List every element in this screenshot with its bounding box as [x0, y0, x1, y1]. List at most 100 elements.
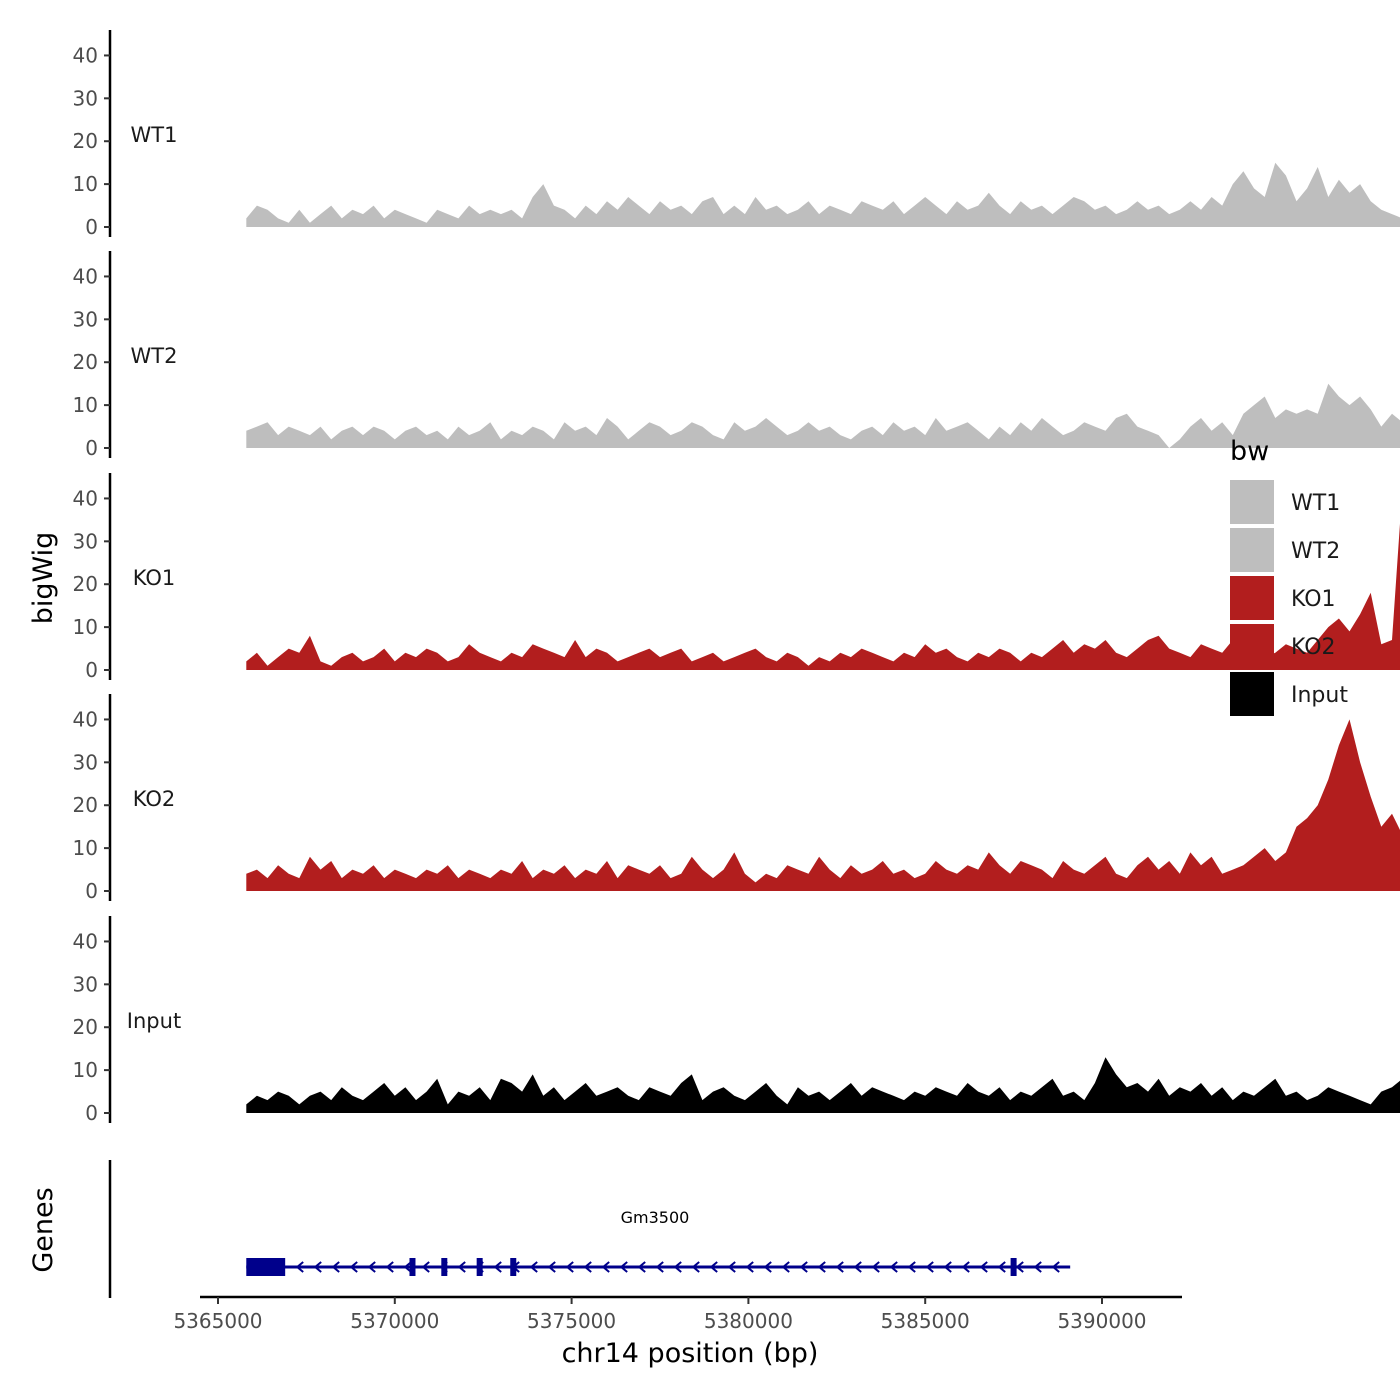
strand-arrow	[349, 1261, 358, 1273]
legend-label-wt2: WT2	[1291, 539, 1340, 564]
y-tick-label: 20	[73, 129, 98, 153]
legend-swatch-ko1	[1230, 576, 1274, 620]
y-tick-label: 0	[85, 879, 98, 903]
strand-arrow	[457, 1261, 466, 1273]
y-tick-label: 30	[73, 86, 98, 110]
y-tick-label: 20	[73, 793, 98, 817]
strand-arrow	[529, 1261, 538, 1273]
legend-label-wt1: WT1	[1291, 491, 1340, 516]
strand-arrow	[601, 1261, 610, 1273]
legend-label-input: Input	[1291, 683, 1348, 708]
signal-area-input	[246, 1057, 1400, 1113]
strand-arrow	[619, 1261, 628, 1273]
strand-arrow	[331, 1261, 340, 1273]
legend-label-ko1: KO1	[1291, 587, 1336, 612]
y-tick-label: 0	[85, 436, 98, 460]
strand-arrow	[475, 1261, 484, 1273]
legend-label-ko2: KO2	[1291, 635, 1336, 660]
strand-arrow	[403, 1261, 412, 1273]
track-panel-input: 0 10 20 30 40 Input	[73, 916, 1400, 1125]
gene-exon	[476, 1258, 483, 1276]
strand-arrow	[943, 1261, 952, 1273]
strand-arrow	[961, 1261, 970, 1273]
y-tick-label: 30	[73, 529, 98, 553]
y-tick-label: 40	[73, 707, 98, 731]
x-axis: 5365000 5370000 5375000 5380000 5385000 53900…	[173, 1295, 1182, 1333]
y-tick-label: 20	[73, 350, 98, 374]
y-tick-label: 20	[73, 1015, 98, 1039]
legend-swatch-wt2	[1230, 528, 1274, 572]
track-panel-ko2: 0 10 20 30 40 KO2	[73, 694, 1400, 903]
track-label: WT2	[131, 344, 178, 368]
y-tick-label: 0	[85, 1101, 98, 1125]
y-tick-label: 40	[73, 486, 98, 510]
strand-arrow	[871, 1261, 880, 1273]
y-tick-label: 10	[73, 1058, 98, 1082]
y-tick-label: 10	[73, 615, 98, 639]
x-axis-title: chr14 position (bp)	[562, 1338, 819, 1369]
track-label: KO1	[133, 566, 176, 590]
strand-arrow	[817, 1261, 826, 1273]
strand-arrow	[889, 1261, 898, 1273]
signal-area-ko1	[246, 523, 1400, 670]
strand-arrow	[1051, 1261, 1060, 1273]
track-panel-wt1: 0 10 20 30 40 WT1	[73, 30, 1400, 239]
strand-arrow	[781, 1261, 790, 1273]
x-tick-label: 5390000	[1057, 1309, 1146, 1333]
legend-swatch-input	[1230, 672, 1274, 716]
strand-arrow	[313, 1261, 322, 1273]
y-tick-label: 10	[73, 172, 98, 196]
track-panel-wt2: 0 10 20 30 40 WT2	[73, 251, 1400, 460]
strand-arrow	[835, 1261, 844, 1273]
legend-swatch-ko2	[1230, 624, 1274, 668]
track-panel-ko1: 0 10 20 30 40 KO1	[73, 473, 1400, 682]
legend-swatch-wt1	[1230, 480, 1274, 524]
x-tick-label: 5375000	[527, 1309, 616, 1333]
strand-arrow	[367, 1261, 376, 1273]
y-axis-title: bigWig	[28, 532, 59, 625]
x-tick-label: 5365000	[173, 1309, 262, 1333]
y-tick-label: 0	[85, 215, 98, 239]
gene-track: Genes Gm3500	[28, 1160, 1071, 1298]
strand-arrow	[385, 1261, 394, 1273]
track-label: Input	[127, 1009, 181, 1033]
track-label: KO2	[133, 787, 176, 811]
strand-arrow	[421, 1261, 430, 1273]
strand-arrow	[511, 1261, 520, 1273]
strand-arrow	[493, 1261, 502, 1273]
x-tick-label: 5370000	[350, 1309, 439, 1333]
y-tick-label: 30	[73, 972, 98, 996]
strand-arrow	[763, 1261, 772, 1273]
gene-exon	[409, 1258, 416, 1276]
y-tick-label: 20	[73, 572, 98, 596]
strand-arrow	[925, 1261, 934, 1273]
strand-arrow	[727, 1261, 736, 1273]
strand-arrow	[655, 1261, 664, 1273]
strand-arrow	[799, 1261, 808, 1273]
strand-arrow	[1015, 1261, 1024, 1273]
y-tick-label: 40	[73, 43, 98, 67]
strand-arrow	[997, 1261, 1006, 1273]
signal-area-ko2	[246, 719, 1400, 891]
strand-arrow	[709, 1261, 718, 1273]
legend-title: bw	[1230, 436, 1269, 467]
strand-arrow	[979, 1261, 988, 1273]
strand-arrow	[673, 1261, 682, 1273]
strand-arrow	[565, 1261, 574, 1273]
strand-arrow	[583, 1261, 592, 1273]
x-tick-label: 5380000	[704, 1309, 793, 1333]
y-tick-label: 40	[73, 929, 98, 953]
strand-arrow	[691, 1261, 700, 1273]
y-tick-label: 30	[73, 307, 98, 331]
y-tick-label: 40	[73, 264, 98, 288]
gene-track-title: Genes	[28, 1187, 59, 1272]
gene-exon	[441, 1258, 448, 1276]
strand-arrow	[295, 1261, 304, 1273]
y-tick-label: 10	[73, 393, 98, 417]
strand-arrow	[853, 1261, 862, 1273]
signal-tracks: 0 10 20 30 40 WT1 0 10 20 30 40 WT2 0 10 20 30 40 KO1 0 10 2…	[73, 30, 1400, 1125]
y-tick-label: 0	[85, 658, 98, 682]
strand-arrow	[547, 1261, 556, 1273]
x-tick-label: 5385000	[881, 1309, 970, 1333]
